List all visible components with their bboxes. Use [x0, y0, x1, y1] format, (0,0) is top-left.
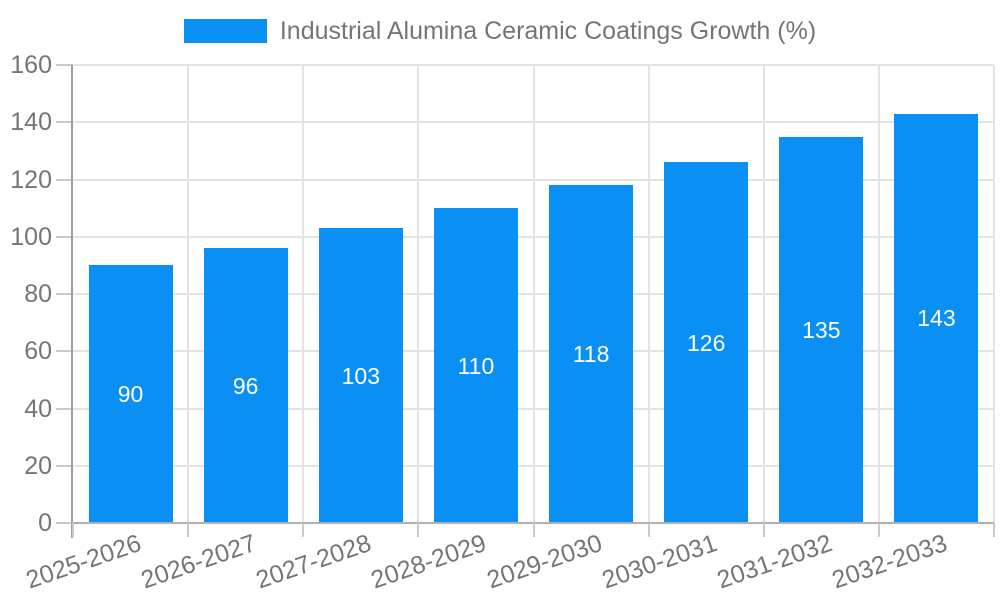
- bar[interactable]: 103: [318, 228, 403, 523]
- x-gridline: [993, 65, 995, 523]
- bar[interactable]: 135: [779, 136, 864, 523]
- x-tick: [762, 523, 765, 537]
- y-axis-label: 120: [10, 165, 52, 194]
- x-gridline: [187, 65, 190, 523]
- y-tick: [56, 293, 73, 295]
- x-axis-label: 2027-2028: [252, 529, 375, 595]
- y-tick: [56, 235, 73, 238]
- x-tick: [993, 523, 995, 537]
- x-tick: [647, 523, 650, 537]
- x-gridline: [762, 65, 765, 523]
- x-tick: [302, 523, 305, 537]
- bar-value-label: 135: [802, 316, 841, 343]
- legend[interactable]: Industrial Alumina Ceramic Coatings Grow…: [0, 17, 1000, 45]
- y-axis-label: 160: [10, 51, 52, 79]
- y-axis-label: 80: [24, 280, 52, 308]
- bar[interactable]: 143: [894, 113, 979, 523]
- x-axis-label: 2025-2026: [22, 529, 145, 595]
- bar-value-label: 126: [687, 329, 726, 356]
- y-axis-label: 140: [10, 108, 52, 137]
- x-gridline: [532, 65, 535, 523]
- y-tick: [56, 350, 73, 353]
- x-tick: [877, 523, 880, 537]
- x-gridline: [647, 65, 650, 523]
- bar[interactable]: 118: [549, 185, 634, 523]
- x-axis-label: 2029-2030: [483, 529, 606, 595]
- y-axis-line: [71, 65, 73, 538]
- x-axis-label: 2031-2032: [713, 529, 836, 595]
- y-tick: [56, 121, 73, 124]
- x-tick: [417, 523, 420, 537]
- bar[interactable]: 110: [433, 208, 518, 523]
- y-axis-label: 20: [24, 451, 52, 480]
- bar-value-label: 143: [917, 305, 956, 332]
- y-axis-label: 60: [24, 337, 52, 366]
- y-tick: [56, 464, 73, 467]
- y-tick: [56, 407, 73, 410]
- bar[interactable]: 126: [664, 162, 749, 523]
- bar-value-label: 110: [457, 352, 495, 379]
- x-gridline: [877, 65, 880, 523]
- y-axis-label: 100: [10, 222, 52, 251]
- y-tick: [56, 178, 73, 181]
- x-gridline: [302, 65, 305, 523]
- bar-value-label: 118: [572, 341, 610, 368]
- x-axis-label: 2032-2033: [828, 529, 951, 595]
- y-tick: [56, 64, 73, 66]
- x-axis-label: 2026-2027: [137, 529, 260, 595]
- y-tick: [56, 522, 73, 524]
- bar-value-label: 103: [341, 362, 380, 389]
- bar[interactable]: 90: [88, 265, 173, 523]
- x-tick: [532, 523, 535, 537]
- x-tick: [187, 523, 190, 537]
- y-axis-label: 0: [38, 509, 52, 537]
- bar-value-label: 90: [117, 381, 144, 408]
- bar[interactable]: 96: [203, 248, 288, 523]
- legend-label: Industrial Alumina Ceramic Coatings Grow…: [279, 17, 817, 45]
- x-axis-label: 2028-2029: [367, 529, 491, 595]
- x-gridline: [417, 65, 420, 523]
- x-axis-label: 2030-2031: [598, 529, 721, 595]
- y-axis-label: 40: [24, 394, 52, 423]
- legend-swatch: [183, 19, 267, 43]
- x-tick: [72, 523, 74, 537]
- bar-value-label: 96: [232, 372, 259, 399]
